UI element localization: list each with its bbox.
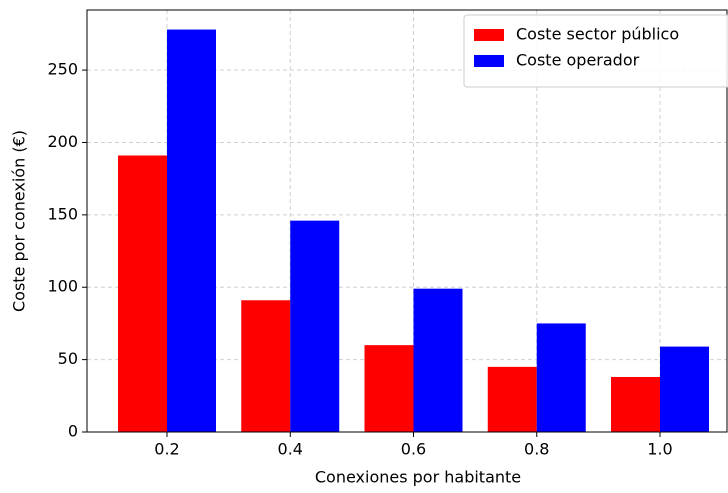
- y-tick-label: 250: [47, 60, 78, 79]
- bar: [241, 300, 291, 432]
- legend-label: Coste sector público: [516, 25, 679, 44]
- x-tick-label: 0.6: [401, 440, 426, 459]
- bar: [611, 376, 660, 432]
- x-tick-label: 0.8: [524, 440, 549, 459]
- bar: [290, 220, 340, 432]
- x-tick-label: 1.0: [647, 440, 672, 459]
- y-tick-label: 50: [58, 349, 78, 368]
- bar: [413, 288, 463, 432]
- x-tick-label: 0.2: [154, 440, 179, 459]
- y-tick-label: 100: [47, 277, 78, 296]
- y-tick-label: 0: [68, 422, 78, 441]
- legend-box: [463, 14, 728, 88]
- y-axis-label: Coste por conexión (€): [10, 130, 29, 312]
- bar: [364, 345, 414, 432]
- bar: [487, 366, 537, 432]
- x-axis-label: Conexiones por habitante: [315, 468, 521, 487]
- legend-label: Coste operador: [516, 51, 640, 70]
- x-tick-label: 0.4: [278, 440, 303, 459]
- bar: [536, 323, 586, 432]
- y-tick-label: 150: [47, 204, 78, 223]
- bar: [660, 346, 709, 432]
- legend-swatch: [474, 55, 504, 67]
- y-tick-label: 200: [47, 132, 78, 151]
- bar: [118, 155, 167, 432]
- bar: [167, 29, 216, 433]
- plot-frame: [86, 9, 728, 433]
- legend-swatch: [474, 29, 504, 41]
